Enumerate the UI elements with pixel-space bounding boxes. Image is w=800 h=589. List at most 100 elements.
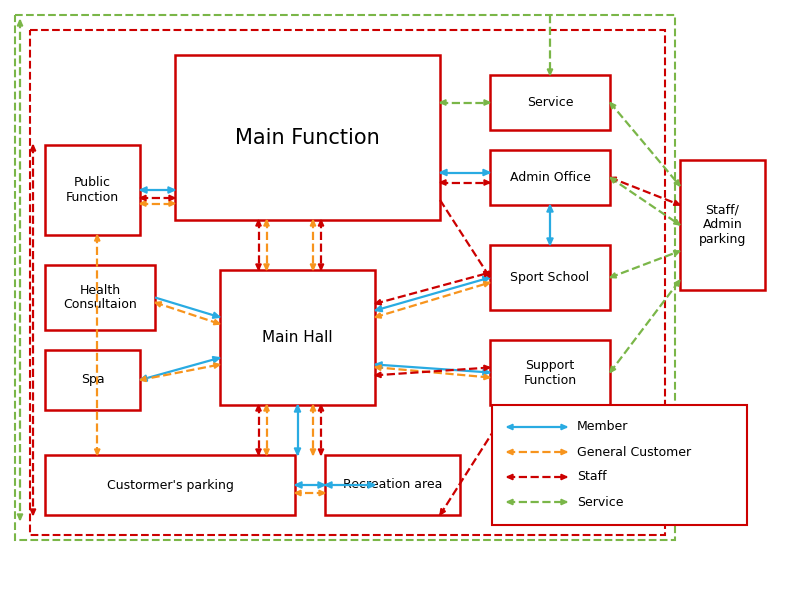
Text: Main Function: Main Function	[235, 127, 380, 147]
Bar	[30, 30, 665, 535]
Polygon shape	[547, 69, 553, 75]
Bar	[680, 160, 765, 290]
Bar	[490, 75, 610, 130]
Polygon shape	[547, 205, 553, 212]
Polygon shape	[375, 372, 381, 378]
Polygon shape	[295, 482, 302, 488]
Bar	[490, 340, 610, 405]
Polygon shape	[507, 424, 513, 430]
Bar	[175, 55, 440, 220]
Text: Staff: Staff	[577, 471, 606, 484]
Polygon shape	[440, 180, 446, 185]
Polygon shape	[30, 509, 36, 515]
Polygon shape	[310, 449, 316, 455]
Polygon shape	[310, 405, 316, 411]
Polygon shape	[375, 313, 382, 318]
Polygon shape	[483, 272, 490, 277]
Polygon shape	[140, 375, 147, 381]
Polygon shape	[214, 320, 220, 325]
Polygon shape	[674, 180, 680, 186]
Text: Public
Function: Public Function	[66, 176, 119, 204]
Polygon shape	[256, 449, 261, 455]
Polygon shape	[375, 300, 382, 305]
Polygon shape	[256, 405, 261, 411]
Bar	[492, 405, 747, 525]
Polygon shape	[375, 365, 382, 370]
Polygon shape	[561, 499, 567, 505]
Bar	[45, 455, 295, 515]
Polygon shape	[169, 196, 175, 201]
Polygon shape	[547, 238, 553, 245]
Polygon shape	[169, 201, 175, 206]
Polygon shape	[484, 180, 490, 185]
Bar	[45, 145, 140, 235]
Polygon shape	[610, 177, 617, 183]
Text: Staff/
Admin
parking: Staff/ Admin parking	[699, 204, 746, 247]
Polygon shape	[214, 363, 220, 368]
Polygon shape	[561, 424, 567, 430]
Polygon shape	[318, 220, 324, 226]
Polygon shape	[256, 220, 261, 226]
Polygon shape	[674, 250, 680, 256]
Polygon shape	[561, 474, 567, 479]
Polygon shape	[482, 276, 490, 283]
Polygon shape	[213, 356, 220, 363]
Polygon shape	[484, 374, 490, 380]
Text: Support
Function: Support Function	[523, 359, 577, 386]
Bar	[490, 245, 610, 310]
Polygon shape	[505, 405, 510, 412]
Polygon shape	[610, 273, 617, 278]
Text: Recreation area: Recreation area	[343, 478, 442, 491]
Polygon shape	[483, 170, 490, 176]
Polygon shape	[94, 449, 100, 455]
Polygon shape	[375, 306, 382, 312]
Bar	[45, 265, 155, 330]
Polygon shape	[294, 405, 301, 412]
Text: Main Hall: Main Hall	[262, 330, 333, 345]
Polygon shape	[674, 200, 680, 206]
Polygon shape	[264, 449, 269, 455]
Polygon shape	[264, 220, 269, 226]
Bar	[490, 150, 610, 205]
Polygon shape	[485, 271, 490, 277]
Polygon shape	[507, 449, 513, 455]
Polygon shape	[140, 201, 146, 206]
Bar	[325, 455, 460, 515]
Bar	[220, 270, 375, 405]
Text: Sport School: Sport School	[510, 271, 590, 284]
Polygon shape	[483, 282, 490, 287]
Polygon shape	[375, 362, 382, 368]
Polygon shape	[310, 264, 316, 270]
Text: Custormer's parking: Custormer's parking	[106, 478, 234, 491]
Polygon shape	[561, 449, 567, 455]
Text: Service: Service	[526, 96, 574, 109]
Text: Service: Service	[577, 495, 623, 508]
Polygon shape	[674, 219, 680, 225]
Polygon shape	[507, 474, 513, 479]
Polygon shape	[482, 369, 490, 375]
Polygon shape	[610, 177, 617, 182]
Text: Admin Office: Admin Office	[510, 171, 590, 184]
Polygon shape	[295, 490, 301, 496]
Polygon shape	[294, 448, 301, 455]
Polygon shape	[155, 302, 162, 307]
Polygon shape	[310, 220, 316, 226]
Polygon shape	[18, 20, 22, 26]
Polygon shape	[140, 196, 146, 201]
Polygon shape	[264, 264, 269, 270]
Polygon shape	[610, 102, 616, 109]
Polygon shape	[318, 405, 324, 411]
Text: Spa: Spa	[81, 373, 104, 386]
Polygon shape	[168, 187, 175, 193]
Polygon shape	[507, 499, 513, 505]
Polygon shape	[94, 235, 100, 241]
Polygon shape	[484, 100, 490, 105]
Polygon shape	[440, 508, 446, 515]
Polygon shape	[256, 264, 261, 270]
Polygon shape	[30, 145, 36, 151]
Polygon shape	[140, 376, 146, 382]
Polygon shape	[212, 312, 220, 318]
Text: General Customer: General Customer	[577, 445, 691, 458]
Polygon shape	[674, 280, 680, 286]
Polygon shape	[484, 365, 490, 370]
